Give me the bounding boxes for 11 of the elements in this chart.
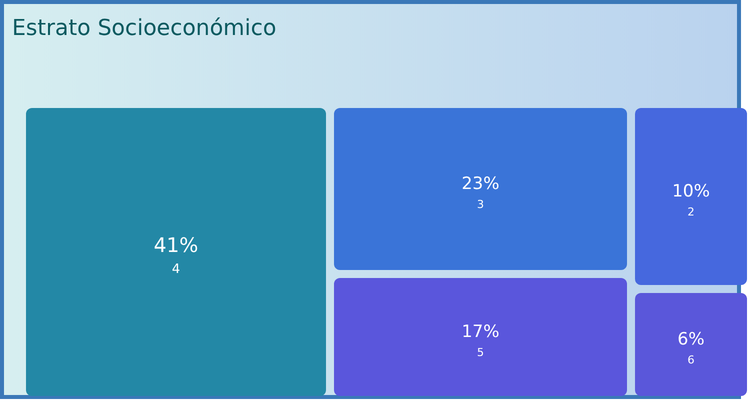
text: Estrato Socioeconómico [12, 16, 276, 41]
category-label: 4 [172, 262, 180, 277]
data-label: 17% [462, 322, 500, 342]
data-label: 23% [462, 174, 500, 194]
category-label: 5 [477, 346, 484, 359]
data-label: 10% [672, 182, 710, 202]
category-label: 3 [477, 198, 484, 211]
data-label: 41% [154, 233, 198, 257]
category-label: 6 [688, 354, 694, 366]
data-label: 6% [678, 330, 704, 350]
category-label: 2 [688, 206, 694, 218]
